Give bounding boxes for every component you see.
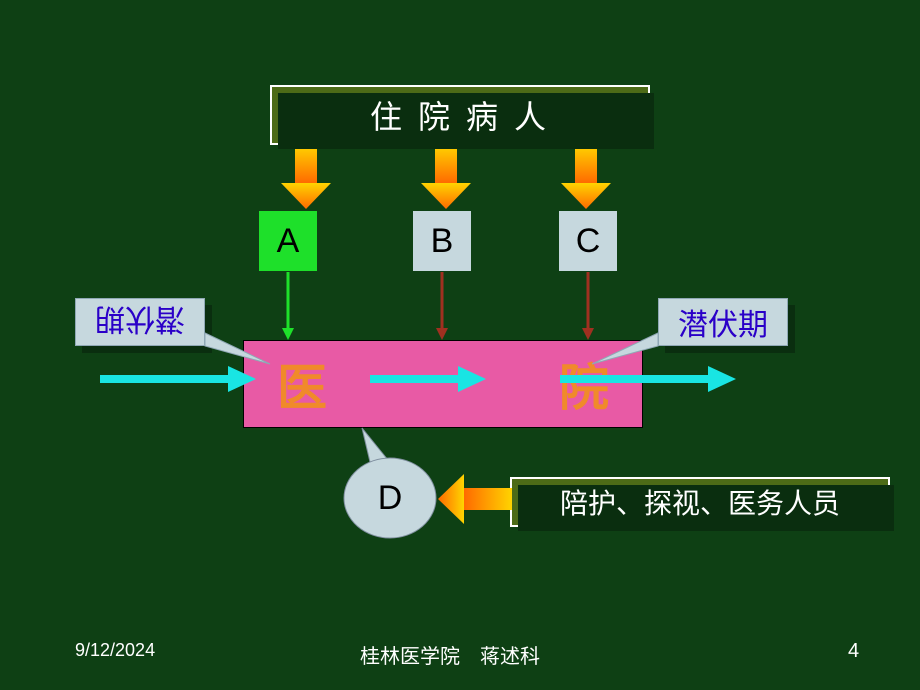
cyan-arrow-3 (560, 364, 740, 394)
label-a: A (277, 222, 300, 261)
right-callout: 潜伏期 (658, 298, 788, 346)
cyan-arrow-1 (100, 364, 260, 394)
box-b: B (412, 210, 472, 272)
slide: { "slide": { "background": "#0e4014", "t… (0, 0, 920, 690)
footer-page: 4 (848, 640, 859, 663)
box-a: A (258, 210, 318, 272)
gradient-arrow-down-3 (561, 145, 611, 211)
title-box: 住 院 病 人 (270, 85, 650, 145)
footer-center: 桂林医学院 蒋述科 (360, 640, 540, 669)
gradient-arrow-down-2 (421, 145, 471, 211)
cyan-arrow-2 (370, 364, 490, 394)
label-c: C (576, 222, 601, 261)
label-d: D (378, 479, 403, 518)
gradient-arrow-left (438, 474, 512, 524)
ellipse-d-label: D (344, 458, 436, 538)
left-callout: 潜伏期 (75, 298, 205, 346)
gradient-arrow-down-1 (281, 145, 331, 211)
thin-arrow-b (434, 272, 450, 342)
box-c: C (558, 210, 618, 272)
staff-box: 陪护、探视、医务人员 (510, 477, 890, 527)
label-b: B (431, 222, 454, 261)
right-callout-text: 潜伏期 (678, 300, 768, 344)
title-text: 住 院 病 人 (370, 92, 550, 138)
footer-date: 9/12/2024 (75, 640, 155, 661)
staff-text: 陪护、探视、医务人员 (560, 482, 840, 522)
left-callout-text: 潜伏期 (95, 300, 185, 344)
